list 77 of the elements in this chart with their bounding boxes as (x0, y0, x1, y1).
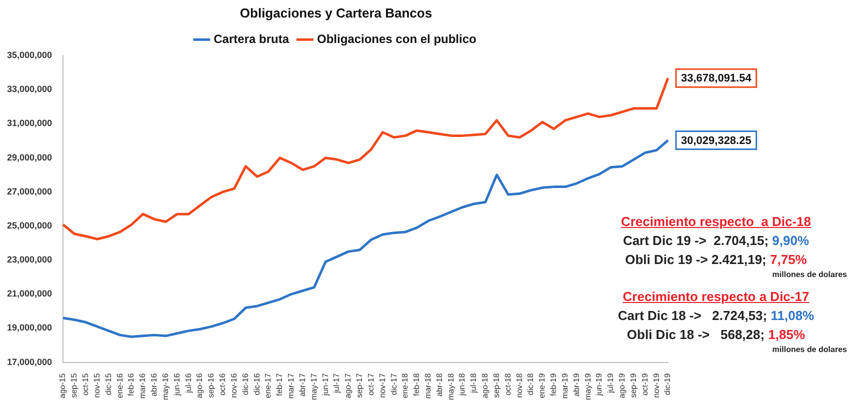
x-tick-label: ago-19 (618, 372, 627, 398)
x-tick-label: nov-19 (652, 372, 661, 398)
x-tick-label: ene-16 (115, 372, 124, 398)
x-tick-label: oct-19 (640, 372, 650, 396)
text: millones de dolares (771, 344, 847, 356)
y-tick-label: 17,000,000 (6, 356, 52, 367)
x-tick-label: jun-16 (172, 372, 182, 397)
x-tick-label: dic-15 (104, 372, 113, 396)
x-tick-label: jun-18 (458, 372, 467, 397)
x-tick-label: jul-17 (332, 372, 342, 394)
y-tick-label: 27,000,000 (6, 186, 52, 196)
data-label: 33,678,091.54 (681, 72, 752, 85)
text: millones de dolares (771, 269, 847, 281)
x-tick-label: dic-16 (240, 372, 250, 396)
x-tick-label: abr-17 (298, 372, 307, 396)
x-tick-label: ago-17 (344, 372, 353, 398)
x-tick-label: oct-15 (81, 372, 90, 396)
x-tick-label: mar-16 (138, 372, 148, 399)
x-tick-label: ago-16 (195, 372, 204, 398)
x-tick-label: may-19 (583, 372, 592, 400)
annotation: Obli Dic 18 -> 568,28; 1,85% (626, 326, 806, 344)
x-tick-label: feb-18 (412, 372, 422, 396)
y-tick-label: 21,000,000 (6, 288, 52, 299)
x-tick-label: dic-18 (526, 372, 536, 396)
legend-label: Cartera bruta (214, 32, 290, 46)
y-tick-label: 33,000,000 (6, 84, 52, 94)
annotation: Obli Dic 19 -> 2.421,19; 7,75% (624, 251, 808, 269)
x-tick-label: mar-17 (286, 372, 296, 399)
x-tick-label: may-18 (446, 372, 456, 400)
x-tick-label: jul-16 (184, 372, 193, 394)
annotation: Crecimiento respecto a Dic-18 (620, 213, 812, 231)
x-tick-label: dic-17 (389, 372, 398, 396)
x-tick-label: feb-17 (275, 372, 284, 396)
x-tick-label: ene-17 (264, 372, 273, 398)
y-tick-label: 35,000,000 (6, 50, 52, 60)
x-tick-label: sep-17 (355, 372, 364, 398)
y-tick-label: 29,000,000 (6, 152, 52, 162)
legend-label: Obligaciones con el publico (317, 32, 476, 46)
chart-title: Obligaciones y Cartera Bancos (240, 5, 432, 20)
x-tick-label: mar-19 (560, 372, 570, 399)
x-tick-label: ene-18 (400, 372, 410, 398)
x-tick-label: nov-18 (514, 372, 524, 398)
x-tick-label: oct-18 (503, 372, 512, 396)
y-tick-label: 23,000,000 (6, 254, 52, 265)
y-tick-label: 25,000,000 (6, 220, 52, 230)
x-tick-label: ene-19 (538, 372, 547, 398)
x-tick-label: nov-16 (229, 372, 238, 398)
x-tick-label: may-17 (309, 372, 318, 400)
x-tick-label: oct-17 (366, 372, 376, 396)
x-tick-label: ago-15 (58, 372, 68, 398)
x-tick-label: mar-18 (424, 372, 433, 399)
x-tick-label: sep-19 (628, 372, 638, 398)
y-tick-label: 31,000,000 (6, 118, 52, 128)
x-tick-label: feb-16 (126, 372, 136, 396)
x-tick-label: oct-16 (218, 372, 228, 396)
x-tick-label: jul-19 (606, 372, 616, 394)
data-label: 30,029,328.25 (681, 134, 752, 147)
y-tick-label: 19,000,000 (6, 322, 52, 333)
x-tick-label: abr-16 (150, 372, 159, 396)
x-tick-label: dic-19 (663, 372, 672, 396)
annotation: Crecimiento respecto a Dic-17 (622, 288, 810, 306)
x-tick-label: nov-15 (92, 372, 102, 398)
x-tick-label: ago-18 (480, 372, 490, 398)
x-tick-label: nov-17 (378, 372, 387, 398)
x-tick-label: jun-19 (594, 372, 604, 397)
x-tick-label: jul-18 (469, 372, 478, 394)
x-tick-label: abr-18 (434, 372, 444, 396)
annotation: Cart Dic 18 -> 2.724,53; 11,08% (616, 307, 816, 325)
x-tick-label: jun-17 (320, 372, 330, 397)
x-tick-label: may-16 (160, 372, 170, 400)
x-tick-label: sep-16 (206, 372, 216, 398)
annotation: Cart Dic 19 -> 2.704,15; 9,90% (622, 232, 810, 250)
x-tick-label: dic-16 (252, 372, 262, 396)
x-tick-label: sep-18 (492, 372, 501, 398)
x-tick-label: abr-19 (572, 372, 581, 396)
x-tick-label: sep-15 (70, 372, 79, 398)
x-tick-label: feb-19 (549, 372, 558, 396)
